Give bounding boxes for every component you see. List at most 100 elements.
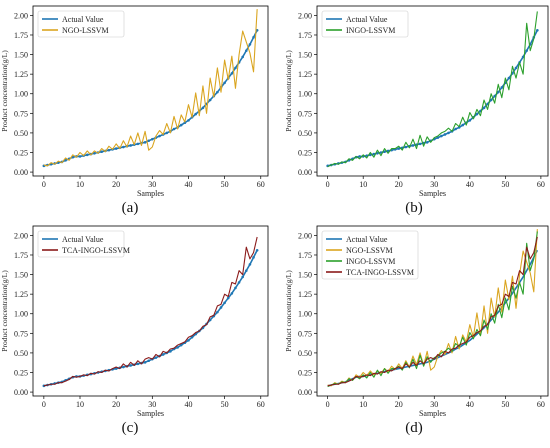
panel-label-b: (b) xyxy=(405,200,423,216)
data-point xyxy=(93,151,96,155)
legend-box xyxy=(37,230,125,258)
data-point xyxy=(255,248,259,252)
x-tick-label: 60 xyxy=(537,180,545,189)
legend-label: NGO-LSSVM xyxy=(62,26,109,35)
y-tick-label: 1.50 xyxy=(14,51,28,60)
legend-box xyxy=(321,230,419,280)
x-tick-label: 60 xyxy=(257,400,265,409)
data-point xyxy=(234,66,237,70)
data-point xyxy=(475,112,479,116)
y-tick-label: 1.25 xyxy=(298,290,312,299)
series-line xyxy=(43,249,258,387)
y-tick-label: 0.50 xyxy=(298,349,312,358)
data-point xyxy=(241,55,244,59)
data-point xyxy=(252,256,255,259)
data-point xyxy=(143,141,147,144)
data-point xyxy=(187,119,190,122)
data-point xyxy=(248,43,252,46)
plot-frame xyxy=(316,225,549,397)
x-tick-label: 10 xyxy=(359,180,367,189)
x-axis-label: Samples xyxy=(137,409,164,418)
y-axis-label: Product concentration(g/L) xyxy=(284,50,293,132)
data-point xyxy=(404,145,408,149)
y-tick-label: 0.25 xyxy=(298,148,312,157)
series-line xyxy=(327,231,538,388)
x-tick-label: 0 xyxy=(326,400,330,409)
plot-frame xyxy=(316,5,549,177)
chart-panel-2: 0.00 0.25 0.50 0.75 1.00 1.25 1.50 1.75 2.00 0 10 2… xyxy=(284,5,549,198)
series-line xyxy=(327,11,538,168)
y-tick-label: 1.00 xyxy=(298,310,312,319)
data-point xyxy=(447,131,450,135)
data-point xyxy=(107,148,111,152)
data-point xyxy=(161,353,165,356)
y-axis-label: Product concentration(g/L) xyxy=(284,270,293,352)
y-tick-label: 1.00 xyxy=(14,310,28,319)
plot-frame xyxy=(32,225,269,397)
data-point xyxy=(489,98,493,102)
y-tick-label: 1.25 xyxy=(14,70,28,79)
y-tick-label: 1.75 xyxy=(298,251,312,260)
data-point xyxy=(172,127,176,131)
data-point xyxy=(234,286,237,290)
x-tick-label: 50 xyxy=(501,180,509,189)
x-tick-label: 60 xyxy=(257,180,265,189)
y-tick-label: 1.00 xyxy=(298,90,312,99)
data-point xyxy=(136,362,140,366)
data-point xyxy=(241,275,244,279)
data-point xyxy=(230,292,234,295)
data-point xyxy=(418,142,422,146)
data-point xyxy=(114,147,118,150)
y-tick-label: 2.00 xyxy=(298,231,312,240)
data-point xyxy=(436,136,440,139)
data-point xyxy=(245,49,248,52)
legend-box xyxy=(37,10,125,38)
plot-frame xyxy=(32,5,269,177)
y-tick-label: 0.75 xyxy=(298,109,312,118)
legend-label: NGO-LSSVM xyxy=(346,246,393,255)
data-point xyxy=(100,150,103,154)
x-tick-label: 0 xyxy=(42,400,46,409)
x-tick-label: 10 xyxy=(76,180,84,189)
data-point xyxy=(147,139,150,143)
legend-box xyxy=(321,10,409,38)
legend-label: INGO-LSSVM xyxy=(346,26,395,35)
data-point xyxy=(183,121,187,125)
y-tick-label: 0.50 xyxy=(298,129,312,138)
legend-label: Actual Value xyxy=(62,15,104,24)
data-point xyxy=(440,134,443,138)
x-tick-label: 50 xyxy=(501,400,509,409)
legend-label: INGO-LSSVM xyxy=(346,257,395,266)
data-point xyxy=(230,72,234,75)
data-point xyxy=(187,339,190,342)
data-point xyxy=(496,90,500,94)
y-tick-label: 0.00 xyxy=(298,168,312,177)
data-point xyxy=(358,155,361,158)
x-axis-label: Samples xyxy=(419,189,446,198)
y-tick-label: 0.50 xyxy=(14,349,28,358)
data-point xyxy=(169,350,172,353)
data-point xyxy=(514,66,518,70)
data-point xyxy=(252,36,255,39)
data-point xyxy=(468,119,472,122)
data-point xyxy=(165,131,169,135)
data-point xyxy=(507,76,511,80)
y-tick-label: 0.75 xyxy=(298,329,312,338)
data-point xyxy=(190,335,194,339)
panel-label-a: (a) xyxy=(121,200,139,216)
x-tick-label: 10 xyxy=(359,400,367,409)
series-line xyxy=(327,229,538,387)
x-tick-label: 50 xyxy=(221,180,229,189)
data-point xyxy=(454,127,457,131)
chart-panel-4: 0.00 0.25 0.50 0.75 1.00 1.25 1.50 1.75 2.00 0 10 2… xyxy=(284,225,549,418)
y-tick-label: 0.25 xyxy=(298,368,312,377)
data-point xyxy=(248,263,252,266)
data-point xyxy=(219,306,223,309)
x-tick-label: 0 xyxy=(326,180,330,189)
data-point xyxy=(154,356,158,359)
x-axis-label: Samples xyxy=(419,409,446,418)
y-tick-label: 1.50 xyxy=(298,51,312,60)
x-tick-label: 40 xyxy=(184,180,192,189)
data-point xyxy=(158,134,161,138)
